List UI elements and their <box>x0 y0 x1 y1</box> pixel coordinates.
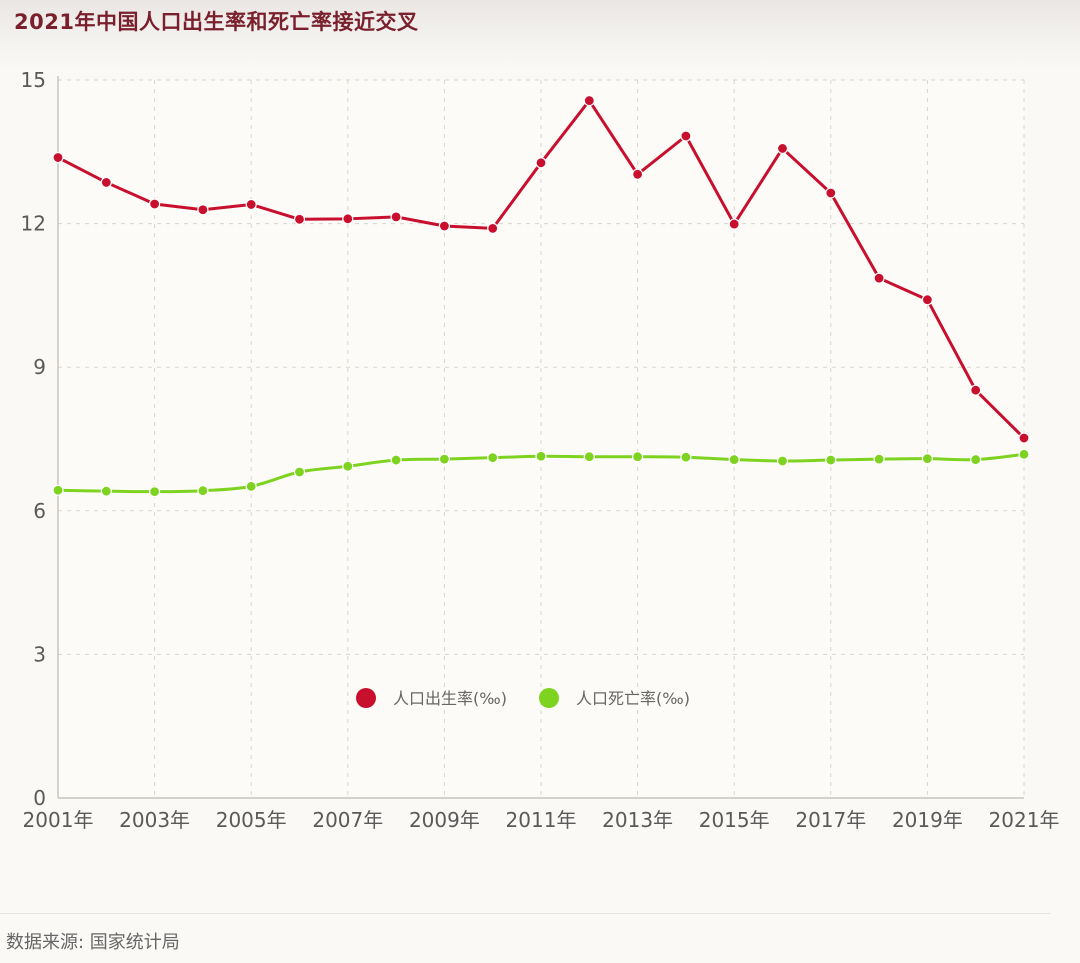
data-point-birth-rate <box>390 211 402 223</box>
y-tick-label: 9 <box>33 355 46 379</box>
data-point-birth-rate <box>631 168 644 180</box>
data-point-birth-rate <box>583 94 595 107</box>
data-point-birth-rate <box>245 198 257 211</box>
data-point-death-rate <box>487 452 499 464</box>
y-tick-label: 6 <box>33 499 46 523</box>
y-tick-label: 3 <box>33 642 46 666</box>
data-point-death-rate <box>1018 448 1030 460</box>
data-point-death-rate <box>52 484 64 496</box>
data-point-birth-rate <box>873 272 885 284</box>
data-point-birth-rate <box>921 294 934 306</box>
data-point-birth-rate <box>728 218 740 230</box>
data-point-death-rate <box>970 453 982 466</box>
data-point-death-rate <box>873 453 885 465</box>
data-point-birth-rate <box>100 176 112 189</box>
x-tick-label: 2019年 <box>892 808 963 832</box>
x-tick-label: 2007年 <box>312 808 383 832</box>
data-point-birth-rate <box>52 151 64 164</box>
x-tick-label: 2013年 <box>602 808 673 832</box>
data-point-death-rate <box>535 450 547 462</box>
data-point-birth-rate <box>438 220 450 232</box>
legend-label: 人口出生率(‰) <box>393 689 507 708</box>
data-point-death-rate <box>583 451 595 463</box>
x-tick-label: 2003年 <box>119 808 190 832</box>
data-point-death-rate <box>197 485 209 497</box>
data-point-birth-rate <box>970 384 982 396</box>
data-point-death-rate <box>100 485 112 497</box>
plot-area <box>58 80 1024 798</box>
x-tick-label: 2005年 <box>216 808 287 832</box>
data-point-death-rate <box>825 454 837 466</box>
data-point-death-rate <box>390 454 402 466</box>
data-point-death-rate <box>438 453 450 465</box>
data-point-death-rate <box>921 453 934 465</box>
data-point-birth-rate <box>680 130 692 142</box>
data-point-birth-rate <box>293 213 306 225</box>
chart-title: 2021年中国人口出生率和死亡率接近交叉 <box>14 10 419 34</box>
data-point-birth-rate <box>1018 432 1030 444</box>
y-tick-label: 12 <box>21 212 46 236</box>
data-point-birth-rate <box>535 157 547 169</box>
data-point-birth-rate <box>776 142 789 155</box>
data-point-birth-rate <box>825 187 837 199</box>
x-tick-label: 2009年 <box>409 808 480 832</box>
axes <box>57 76 1024 799</box>
data-source: 数据来源: 国家统计局 <box>6 932 180 953</box>
footer-divider <box>0 913 1050 914</box>
x-tick-label: 2021年 <box>989 808 1060 832</box>
legend-marker <box>539 688 559 708</box>
data-point-birth-rate <box>149 198 161 210</box>
y-tick-label: 0 <box>33 786 46 810</box>
data-point-death-rate <box>245 480 257 492</box>
data-point-birth-rate <box>197 204 209 216</box>
data-point-birth-rate <box>487 222 499 234</box>
data-point-death-rate <box>631 451 644 463</box>
x-tick-label: 2001年 <box>23 808 94 832</box>
series-points <box>52 94 1030 498</box>
x-tick-label: 2017年 <box>795 808 866 832</box>
data-point-death-rate <box>293 466 306 478</box>
data-point-birth-rate <box>342 213 354 225</box>
data-point-death-rate <box>342 460 354 472</box>
data-point-death-rate <box>728 453 740 466</box>
y-tick-label: 15 <box>21 68 46 92</box>
x-tick-labels: 2001年 2003年 2005年 2007年 2009年 2011年 2013年 2015年… <box>23 808 1060 832</box>
x-tick-label: 2011年 <box>506 808 577 832</box>
legend: 人口出生率(‰) 人口死亡率(‰) <box>356 688 690 708</box>
data-point-death-rate <box>776 455 789 467</box>
x-tick-label: 2015年 <box>699 808 770 832</box>
legend-label: 人口死亡率(‰) <box>576 689 690 708</box>
legend-marker <box>356 688 376 708</box>
grid-lines <box>58 79 1025 798</box>
data-point-death-rate <box>149 486 161 498</box>
y-tick-labels: 0 3 6 9 12 15 <box>21 68 46 810</box>
header-band <box>0 0 1080 70</box>
data-point-death-rate <box>680 451 692 463</box>
